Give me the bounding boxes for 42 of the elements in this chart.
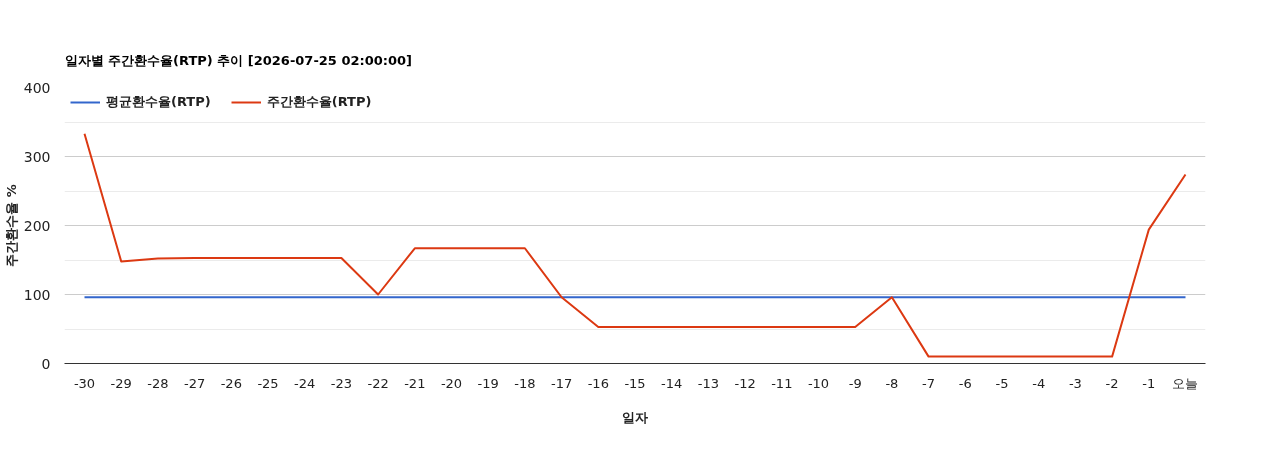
x-tick-label: -23 — [330, 375, 353, 391]
x-tick-label: -7 — [922, 375, 936, 391]
x-tick-label: -20 — [440, 375, 463, 391]
x-tick-label: -2 — [1105, 375, 1119, 391]
x-tick-label: -5 — [995, 375, 1009, 391]
x-tick-label: -14 — [661, 375, 683, 391]
y-tick-label: 100 — [23, 286, 51, 303]
x-tick-label: -28 — [147, 375, 169, 391]
y-tick-label: 0 — [41, 355, 51, 372]
y-axis-title: 주간환수율 % — [3, 184, 19, 267]
x-tick-label: -24 — [294, 375, 316, 391]
x-tick-label: -19 — [477, 375, 499, 391]
x-axis-title: 일자 — [622, 409, 648, 425]
x-tick-label: -15 — [624, 375, 646, 391]
y-tick-label: 200 — [23, 217, 51, 234]
y-tick-label: 300 — [23, 148, 51, 165]
x-tick-label: -27 — [183, 375, 206, 391]
x-tick-label: 오늘 — [1172, 375, 1199, 391]
x-tick-label: -16 — [587, 375, 609, 391]
x-tick-label: -12 — [734, 375, 756, 391]
x-tick-label: -11 — [771, 375, 793, 391]
x-tick-label: -10 — [807, 375, 830, 391]
legend-label: 주간환수율(RTP) — [266, 93, 372, 111]
x-tick-label: -29 — [110, 375, 132, 391]
x-tick-label: -8 — [885, 375, 899, 391]
x-tick-label: -30 — [73, 375, 96, 391]
legend-label: 평균환수율(RTP) — [106, 93, 211, 111]
x-tick-label: -25 — [257, 375, 279, 391]
x-tick-label: -9 — [848, 375, 862, 391]
line-series — [83, 132, 1187, 358]
x-tick-label: -21 — [404, 375, 426, 391]
x-tick-label: -4 — [1032, 375, 1046, 391]
chart-title: 일자별 주간환수율(RTP) 추이 [2026-07-25 02:00:00] — [64, 52, 413, 68]
x-tick-label: -13 — [697, 375, 720, 391]
x-tick-label: -17 — [550, 375, 573, 391]
y-tick-label: 400 — [23, 79, 51, 96]
x-tick-label: -18 — [514, 375, 536, 391]
x-tick-label: -1 — [1142, 375, 1156, 391]
x-tick-label: -26 — [220, 375, 242, 391]
x-tick-label: -6 — [958, 375, 972, 391]
x-tick-label: -22 — [367, 375, 389, 391]
x-tick-label: -3 — [1068, 375, 1082, 391]
